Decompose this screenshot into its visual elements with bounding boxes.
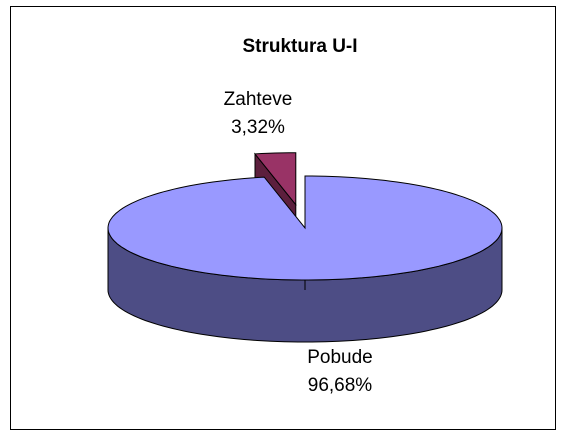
data-label-value: 96,68%	[308, 375, 373, 396]
data-label-value: 3,32%	[231, 117, 285, 138]
data-label-category: Zahteve	[224, 89, 293, 110]
chart-title: Struktura U-I	[242, 36, 357, 57]
pie-slice	[107, 175, 503, 281]
data-label-category: Pobude	[307, 347, 373, 368]
pie-slice	[254, 152, 297, 207]
